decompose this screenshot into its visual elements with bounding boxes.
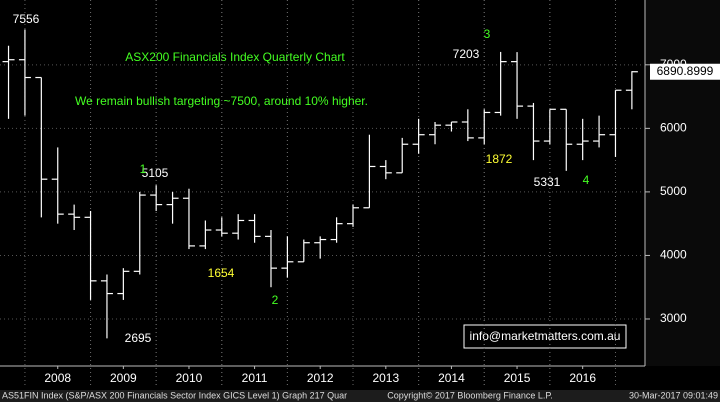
annotation: 3 <box>484 27 491 41</box>
x-tick-label: 2015 <box>504 371 531 385</box>
annotation: 1654 <box>208 266 235 280</box>
annotation: 5331 <box>534 175 561 189</box>
y-tick-label: 6000 <box>660 121 687 135</box>
footer-center: Copyright© 2017 Bloomberg Finance L.P. <box>387 390 553 400</box>
x-tick-label: 2016 <box>569 371 596 385</box>
x-tick-label: 2010 <box>176 371 203 385</box>
chart-subtitle: We remain bullish targeting ~7500, aroun… <box>75 94 368 108</box>
last-price-box <box>650 63 720 80</box>
y-axis-panel <box>645 0 720 366</box>
y-tick-label: 4000 <box>660 248 687 262</box>
annotation: 5105 <box>142 166 169 180</box>
x-tick-label: 2013 <box>372 371 399 385</box>
annotation: 2695 <box>125 331 152 345</box>
annotation: 1 <box>140 162 147 176</box>
x-tick-label: 2009 <box>110 371 137 385</box>
x-tick-label: 2014 <box>438 371 465 385</box>
footer-right: 30-Mar-2017 09:01:49 <box>629 390 718 400</box>
annotation: 7203 <box>453 47 480 61</box>
annotation: 7556 <box>13 12 40 26</box>
last-price-label: 6890.8999 <box>657 64 714 78</box>
y-tick-label: 3000 <box>660 311 687 325</box>
footer-left: AS51FIN Index (S&P/ASX 200 Financials Se… <box>2 390 347 400</box>
y-tick-label: 5000 <box>660 184 687 198</box>
footer-bar <box>0 390 720 402</box>
contact-box <box>463 324 627 349</box>
x-tick-label: 2008 <box>44 371 71 385</box>
annotation: 4 <box>583 173 590 187</box>
annotation: 2 <box>272 293 279 307</box>
x-tick-label: 2011 <box>242 371 268 385</box>
chart-title: ASX200 Financials Index Quarterly Chart <box>125 50 345 64</box>
x-tick-label: 2012 <box>307 371 334 385</box>
annotation: 1872 <box>486 152 513 166</box>
contact: info@marketmatters.com.au <box>470 329 621 343</box>
